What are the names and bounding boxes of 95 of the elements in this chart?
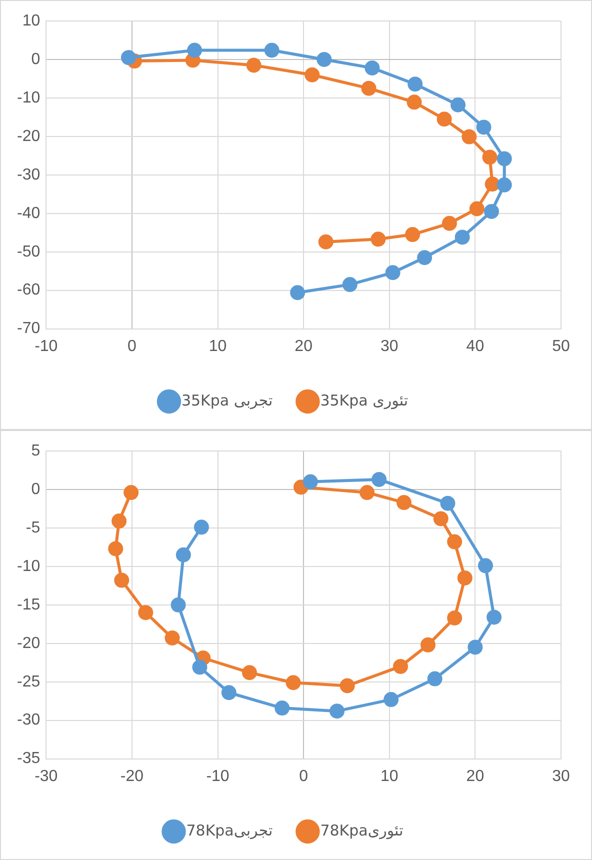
point xyxy=(484,176,500,192)
point xyxy=(408,76,423,92)
y-tick-label: -20 xyxy=(17,634,40,652)
point xyxy=(496,151,512,166)
y-tick-label: -10 xyxy=(17,558,40,575)
point xyxy=(342,277,358,292)
point xyxy=(486,610,502,625)
x-tick-label: 10 xyxy=(208,338,227,355)
y-tick-label: -60 xyxy=(17,282,40,299)
point xyxy=(484,204,499,219)
point xyxy=(187,42,202,58)
y-tick-label: -70 xyxy=(17,320,40,338)
y-tick-label: -5 xyxy=(26,519,40,536)
point xyxy=(114,572,130,588)
y-tick-label: -10 xyxy=(17,89,40,106)
point xyxy=(442,216,457,231)
x-tick-label: -20 xyxy=(120,768,144,785)
legend-label: 78Kpaتئوری xyxy=(320,821,404,840)
point xyxy=(396,495,412,510)
point xyxy=(360,485,375,500)
point xyxy=(121,50,136,66)
x-tick-label: 40 xyxy=(466,338,484,355)
y-tick-label: -35 xyxy=(17,750,40,768)
point xyxy=(274,700,290,716)
point xyxy=(427,671,442,686)
point xyxy=(370,232,386,247)
point xyxy=(170,597,186,612)
point xyxy=(440,496,456,511)
y-tick-label: -40 xyxy=(17,204,40,222)
point xyxy=(108,541,124,556)
point xyxy=(405,227,420,242)
point xyxy=(340,678,355,694)
point xyxy=(138,605,154,620)
point xyxy=(469,201,484,216)
point xyxy=(290,285,306,300)
y-tick-label: 5 xyxy=(31,442,40,460)
y-tick-label: -15 xyxy=(17,596,40,614)
point xyxy=(372,472,387,487)
point xyxy=(462,129,477,144)
point xyxy=(124,485,139,500)
point xyxy=(286,675,301,690)
x-tick-label: 10 xyxy=(380,768,398,785)
point xyxy=(164,630,180,646)
point xyxy=(316,52,332,67)
point xyxy=(450,97,466,112)
point xyxy=(482,150,498,165)
legend-label: 35Kpa تئوری xyxy=(320,391,408,410)
point xyxy=(176,547,191,562)
point xyxy=(393,658,408,674)
y-tick-label: -50 xyxy=(17,243,40,260)
point xyxy=(420,637,436,652)
y-tick-label: 0 xyxy=(31,480,40,498)
y-tick-label: -30 xyxy=(17,166,40,184)
point xyxy=(364,60,380,76)
y-tick-label: -30 xyxy=(17,712,40,729)
x-tick-label: 30 xyxy=(380,338,398,355)
point xyxy=(496,177,512,192)
x-tick-label: 20 xyxy=(294,338,313,355)
point xyxy=(468,640,483,655)
point xyxy=(246,58,262,73)
point xyxy=(447,610,462,626)
point xyxy=(433,511,448,526)
point xyxy=(330,704,345,719)
point xyxy=(436,112,452,127)
point xyxy=(447,534,462,550)
point xyxy=(385,265,400,280)
y-tick-label: 0 xyxy=(31,50,40,68)
point xyxy=(221,685,236,700)
point xyxy=(242,665,257,680)
y-tick-label: -20 xyxy=(17,128,40,145)
point xyxy=(304,67,320,82)
y-tick-label: -25 xyxy=(17,673,40,690)
x-tick-label: 0 xyxy=(299,768,308,785)
point xyxy=(264,42,280,58)
point xyxy=(478,558,493,574)
x-tick-label: 0 xyxy=(127,338,136,355)
x-tick-label: 50 xyxy=(552,338,570,355)
point xyxy=(112,514,127,529)
point xyxy=(476,120,492,135)
legend-label: 78Kpaتجربی xyxy=(186,821,273,840)
y-tick-label: 10 xyxy=(22,12,40,30)
point xyxy=(194,520,209,535)
legend-label: 35Kpa تجربی xyxy=(181,391,273,410)
x-tick-label: 20 xyxy=(466,768,484,785)
point xyxy=(384,692,399,708)
x-tick-label: -10 xyxy=(206,768,230,785)
point xyxy=(192,660,208,675)
point xyxy=(406,94,422,110)
point xyxy=(302,474,318,490)
x-tick-label: 30 xyxy=(552,768,570,785)
point xyxy=(318,234,334,250)
point xyxy=(454,230,470,245)
point xyxy=(457,570,472,586)
point xyxy=(361,80,376,96)
point xyxy=(417,250,432,266)
